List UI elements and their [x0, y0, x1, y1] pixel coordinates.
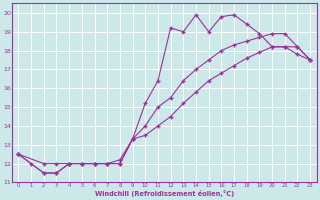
- X-axis label: Windchill (Refroidissement éolien,°C): Windchill (Refroidissement éolien,°C): [95, 190, 234, 197]
